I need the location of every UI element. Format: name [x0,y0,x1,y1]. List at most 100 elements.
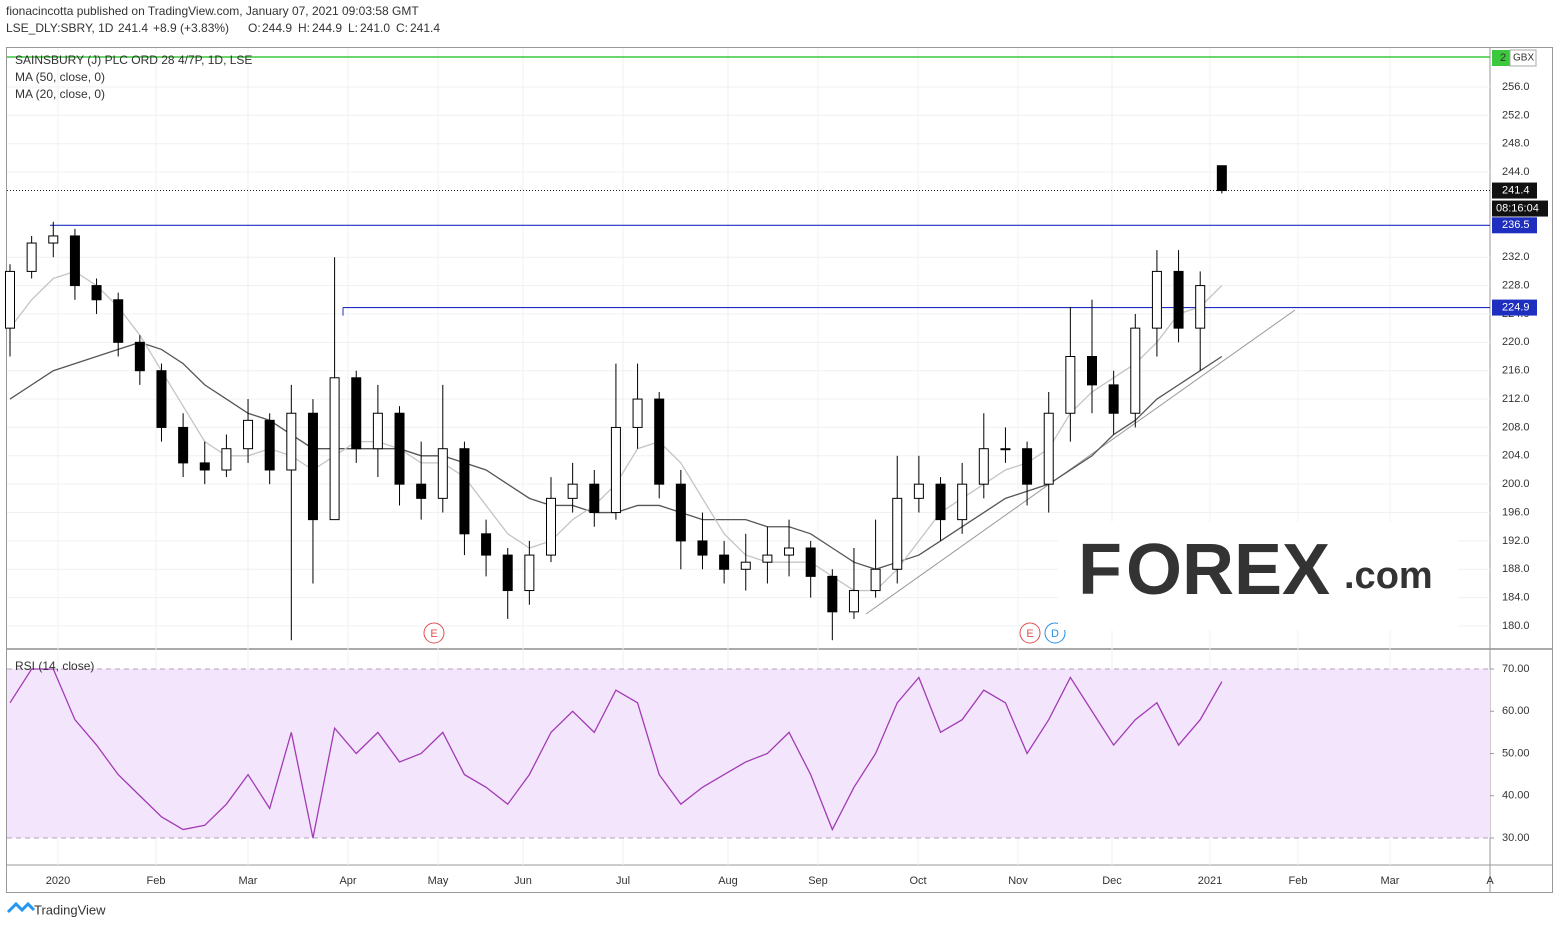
symbol: LSE_DLY:SBRY, 1D [6,21,114,35]
x-tick-label: Oct [909,875,926,887]
logo-com: .com [1344,555,1433,597]
rsi-band [7,669,1490,838]
candle-body [1000,448,1011,451]
candle-body [632,398,643,428]
candle-body [221,448,232,471]
candle-body [48,235,59,244]
level-tag-text: 236.5 [1502,219,1530,231]
green-tag [1492,50,1510,66]
rsi-line [9,668,1223,839]
x-tick-label: Feb [1289,875,1308,887]
c-label: C: [396,21,408,35]
x-tick-label: Sep [808,875,828,887]
candle-body [784,547,795,556]
level-tag [1492,217,1537,234]
chart-title: SAINSBURY (J) PLC ORD 28 4/7P, 1D, LSE [15,53,252,67]
candle-body [1087,356,1097,386]
footer-brand: TradingView [34,902,106,917]
legend-entry: MA (50, close, 0) [15,70,105,84]
candle-body [329,377,340,521]
candle-body [307,412,318,521]
y-tick-label: 228.0 [1502,279,1530,291]
rsi-title: RSI (14, close) [15,659,94,673]
rsi-tick-label: 70.00 [1502,663,1530,675]
candle-body [1195,285,1206,329]
candle-body [675,483,686,542]
logo-rex: REX [1182,530,1330,610]
candle-body [26,242,37,272]
candle-body [610,426,621,514]
y-tick-label: 232.0 [1502,251,1530,263]
change: +8.9 (+3.83%) [153,21,229,35]
x-tick-label: Jul [616,875,630,887]
logo-backdrop [1058,522,1458,630]
candle-body [654,398,665,485]
h-label: H: [298,21,310,35]
y-tick-label: 188.0 [1502,563,1530,575]
candle-body [394,412,405,485]
candle-body [589,483,600,514]
candle-body [1130,327,1141,414]
tv-icon [6,901,36,914]
candle-body [1022,448,1033,485]
countdown-tag [1492,200,1548,217]
y-tick-label: 204.0 [1502,450,1530,462]
x-tick-label: 2020 [46,875,70,887]
currency: GBX [1513,53,1534,64]
candle-body [286,412,297,471]
o-label: O: [248,21,261,35]
x-tick-label: Apr [339,875,356,887]
x-tick-label: Dec [1102,875,1122,887]
publisher: fionacincotta published on TradingView.c… [6,4,419,18]
candle-body [870,568,881,592]
x-tick-label: Aug [718,875,738,887]
rsi-tick-label: 50.00 [1502,747,1530,759]
y-tick-label: 192.0 [1502,535,1530,547]
x-tick-label: A [1486,875,1494,887]
candle-body [69,235,80,287]
candle-body [978,448,989,485]
x-tick-label: Nov [1008,875,1028,887]
rsi-tick-label: 60.00 [1502,705,1530,717]
candle-body [913,483,924,499]
frame [6,47,1553,893]
rsi-tick-label: 30.00 [1502,832,1530,844]
forex-logo: F O REX .com [1078,530,1433,610]
candle-body [1065,356,1076,414]
candle-body [113,299,124,343]
trend-line [865,309,1296,615]
y-tick-label: 212.0 [1502,393,1530,405]
candle-body [91,285,102,301]
candle-body [546,497,556,556]
candle-body [697,540,708,556]
rsi-tick-label: 40.00 [1502,790,1530,802]
y-tick-label: 200.0 [1502,478,1530,490]
green-tag-text: 2 [1500,52,1506,64]
candle-body [416,483,427,499]
candle-body [957,483,968,521]
event-marker [1019,622,1041,644]
candle-body [351,377,362,450]
logo-o: O [1126,530,1182,610]
candle-body [372,412,383,450]
candle-body [1043,412,1054,485]
symbol-line: LSE_DLY:SBRY, 1D 241.4 +8.9 (+3.83%) O: … [6,21,440,35]
candle-body [156,370,167,428]
candle-body [502,554,513,592]
last: 241.4 [118,21,148,35]
x-tick-label: Mar [239,875,258,887]
y-tick-label: 216.0 [1502,365,1530,377]
l-value: 241.0 [360,21,390,35]
y-tick-label: 252.0 [1502,109,1530,121]
candle-body [827,575,838,613]
event-label: E [430,628,437,640]
x-tick-label: Mar [1381,875,1400,887]
last-price-text: 241.4 [1502,184,1530,196]
currency-box [1509,49,1537,67]
y-tick-label: 256.0 [1502,81,1530,93]
candle-body [762,554,773,563]
x-tick-label: May [428,875,449,887]
candle-body [178,426,189,464]
candle-body [524,554,535,592]
h-value: 244.9 [312,21,342,35]
